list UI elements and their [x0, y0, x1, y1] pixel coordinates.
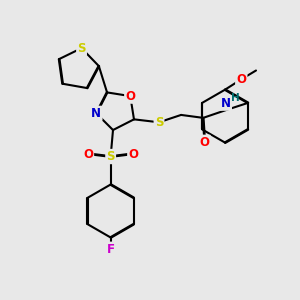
Text: O: O: [125, 90, 135, 103]
Text: F: F: [107, 243, 115, 256]
Text: S: S: [155, 116, 163, 129]
Text: S: S: [106, 150, 115, 163]
Text: H: H: [231, 93, 240, 103]
Text: O: O: [236, 73, 246, 86]
Text: O: O: [128, 148, 138, 161]
Text: N: N: [221, 97, 231, 110]
Text: S: S: [77, 42, 86, 55]
Text: O: O: [200, 136, 210, 149]
Text: O: O: [83, 148, 93, 161]
Text: N: N: [92, 107, 101, 120]
